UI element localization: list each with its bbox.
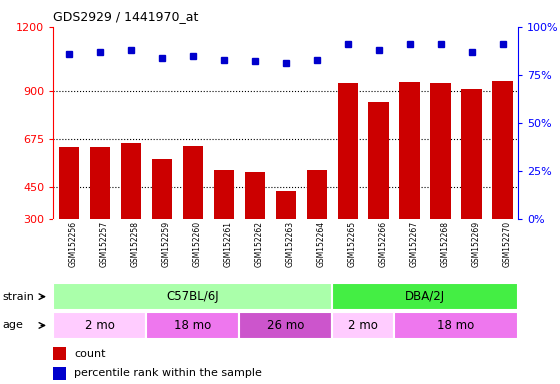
- Text: GSM152258: GSM152258: [130, 221, 139, 267]
- Bar: [183, 146, 203, 283]
- Text: 2 mo: 2 mo: [348, 319, 378, 332]
- Bar: [368, 101, 389, 283]
- Text: 18 mo: 18 mo: [174, 319, 211, 332]
- Bar: [276, 191, 296, 283]
- Bar: [394, 312, 518, 339]
- Text: GSM152268: GSM152268: [441, 221, 450, 267]
- Text: GSM152259: GSM152259: [162, 221, 171, 267]
- Bar: [53, 367, 66, 379]
- Bar: [245, 172, 265, 283]
- Text: GSM152266: GSM152266: [379, 221, 388, 267]
- Text: C57BL/6J: C57BL/6J: [166, 290, 219, 303]
- Text: strain: strain: [3, 291, 35, 302]
- Text: count: count: [74, 349, 105, 359]
- Text: 2 mo: 2 mo: [85, 319, 115, 332]
- Bar: [53, 283, 332, 310]
- Text: percentile rank within the sample: percentile rank within the sample: [74, 368, 262, 378]
- Bar: [492, 81, 512, 283]
- Text: 26 mo: 26 mo: [267, 319, 304, 332]
- Bar: [332, 312, 394, 339]
- Bar: [152, 159, 172, 283]
- Text: GSM152263: GSM152263: [286, 221, 295, 267]
- Bar: [90, 147, 110, 283]
- Bar: [120, 143, 141, 283]
- Text: GSM152265: GSM152265: [348, 221, 357, 267]
- Bar: [332, 283, 518, 310]
- Text: GSM152260: GSM152260: [193, 221, 202, 267]
- Bar: [338, 83, 358, 283]
- Text: GSM152264: GSM152264: [316, 221, 325, 267]
- Text: GSM152270: GSM152270: [502, 221, 511, 267]
- Text: GSM152256: GSM152256: [69, 221, 78, 267]
- Bar: [53, 312, 146, 339]
- Text: GSM152269: GSM152269: [472, 221, 480, 267]
- Text: GDS2929 / 1441970_at: GDS2929 / 1441970_at: [53, 10, 199, 23]
- Bar: [399, 82, 419, 283]
- Bar: [59, 147, 79, 283]
- Bar: [306, 170, 326, 283]
- Text: GSM152262: GSM152262: [255, 221, 264, 267]
- Bar: [53, 348, 66, 360]
- Text: 18 mo: 18 mo: [437, 319, 475, 332]
- Text: GSM152267: GSM152267: [409, 221, 418, 267]
- Bar: [461, 89, 482, 283]
- Text: GSM152257: GSM152257: [100, 221, 109, 267]
- Text: DBA/2J: DBA/2J: [405, 290, 445, 303]
- Bar: [239, 312, 332, 339]
- Text: age: age: [3, 320, 24, 331]
- Bar: [213, 170, 234, 283]
- Text: GSM152261: GSM152261: [223, 221, 232, 267]
- Bar: [431, 83, 451, 283]
- Bar: [146, 312, 239, 339]
